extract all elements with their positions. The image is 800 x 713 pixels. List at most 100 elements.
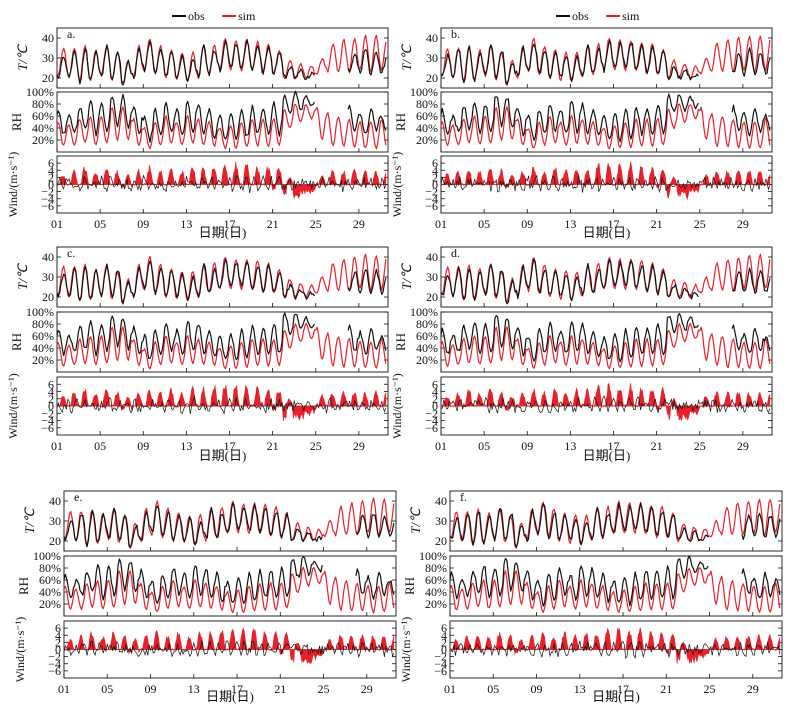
temp-obs-line [63, 502, 395, 549]
y-tick-label: 4 [48, 163, 54, 177]
y-tick-label: 0 [55, 643, 61, 657]
x-tick-label: 29 [737, 439, 749, 453]
panel-label: e. [74, 490, 82, 504]
y-tick-label: 20% [32, 133, 54, 147]
y-tick-label: 4 [432, 163, 438, 177]
legend-obs-label: obs [188, 9, 205, 23]
panel-label: b. [451, 27, 460, 41]
wind-obs-line [56, 395, 387, 415]
temp-ylabel: T/℃ [15, 263, 30, 290]
y-tick-label: 20 [426, 71, 438, 85]
x-axis-label: 日期(日) [206, 689, 254, 704]
rh-ylabel: RH [9, 113, 24, 131]
x-tick-label: 09 [531, 682, 543, 696]
temp-obs-line [440, 258, 771, 305]
y-tick-label: 60% [39, 573, 61, 587]
y-tick-label: 30 [426, 51, 438, 65]
x-tick-label: 13 [180, 439, 192, 453]
y-tick-label: 2 [432, 170, 438, 184]
y-tick-label: 40% [416, 121, 438, 135]
y-tick-label: 40 [42, 31, 54, 45]
y-tick-label: 6 [55, 621, 61, 635]
y-tick-label: 80% [32, 317, 54, 331]
y-tick-label: 80% [39, 561, 61, 575]
y-tick-label: 2 [55, 635, 61, 649]
temp-sim-line [440, 253, 771, 303]
temp-obs-line [56, 39, 387, 86]
panel-label: f. [460, 490, 467, 504]
x-tick-label: 01 [58, 682, 70, 696]
x-axis-label: 日期(日) [583, 448, 631, 463]
x-tick-label: 17 [224, 439, 236, 453]
y-tick-label: −6 [41, 199, 54, 213]
axis-frame [440, 311, 773, 373]
x-tick-label: 13 [188, 682, 200, 696]
x-tick-label: 25 [318, 682, 330, 696]
temp-ylabel: T/℃ [22, 507, 37, 534]
y-tick-label: 30 [42, 51, 54, 65]
y-tick-label: 6 [432, 377, 438, 391]
y-tick-label: 60% [416, 329, 438, 343]
wind-obs-line [440, 174, 771, 194]
wind-obs-line [449, 640, 781, 660]
wind-ylabel: Wind/(m·s⁻¹) [390, 152, 404, 217]
legend-obs-label: obs [572, 9, 589, 23]
rh-sim-line [440, 103, 771, 150]
x-tick-label: 29 [353, 439, 365, 453]
y-tick-label: 20 [435, 534, 447, 548]
legend-sim-label: sim [622, 9, 640, 23]
y-tick-label: 0 [441, 643, 447, 657]
axis-frame [63, 555, 397, 617]
rh-sim-line [449, 567, 781, 614]
y-tick-label: 60% [32, 329, 54, 343]
x-tick-label: 25 [694, 439, 706, 453]
panel-label: c. [67, 246, 75, 260]
temp-obs-line [440, 39, 771, 86]
y-tick-label: 100% [26, 305, 54, 319]
y-tick-label: −4 [48, 657, 61, 671]
wind-sim-area [449, 627, 781, 664]
y-tick-label: 100% [33, 549, 61, 563]
y-tick-label: −6 [41, 421, 54, 435]
y-tick-label: 2 [441, 635, 447, 649]
x-tick-label: 25 [704, 682, 716, 696]
y-tick-label: 2 [48, 392, 54, 406]
wind-obs-line [56, 174, 387, 194]
y-tick-label: 2 [432, 392, 438, 406]
y-tick-label: 20% [416, 353, 438, 367]
x-tick-label: 05 [94, 217, 106, 231]
x-tick-label: 21 [651, 439, 663, 453]
wind-obs-line [63, 639, 395, 659]
y-tick-label: 20 [49, 534, 61, 548]
wind-ylabel: Wind/(m·s⁻¹) [13, 617, 27, 682]
x-axis-label: 日期(日) [199, 225, 247, 240]
rh-ylabel: RH [393, 113, 408, 131]
y-tick-label: 60% [32, 109, 54, 123]
x-tick-label: 05 [101, 682, 113, 696]
x-tick-label: 01 [444, 682, 456, 696]
y-tick-label: 30 [49, 514, 61, 528]
x-tick-label: 05 [478, 217, 490, 231]
rh-obs-line [56, 312, 387, 360]
temp-sim-line [449, 498, 781, 549]
rh-sim-line [56, 103, 387, 150]
temp-sim-line [56, 253, 387, 303]
y-tick-label: 0 [48, 399, 54, 413]
rh-sim-line [63, 566, 395, 614]
x-tick-label: 01 [51, 217, 63, 231]
y-tick-label: 40% [32, 121, 54, 135]
rh-obs-line [56, 90, 387, 143]
panel-label: d. [451, 246, 460, 260]
y-tick-label: 4 [55, 628, 61, 642]
y-tick-label: 6 [48, 377, 54, 391]
temp-ylabel: T/℃ [408, 507, 423, 534]
wind-ylabel: Wind/(m·s⁻¹) [6, 152, 20, 217]
y-tick-label: 40 [426, 250, 438, 264]
x-tick-label: 09 [521, 217, 533, 231]
rh-obs-line [449, 555, 781, 607]
x-tick-label: 13 [564, 439, 576, 453]
axis-frame [56, 91, 389, 153]
temp-sim-line [56, 34, 387, 84]
